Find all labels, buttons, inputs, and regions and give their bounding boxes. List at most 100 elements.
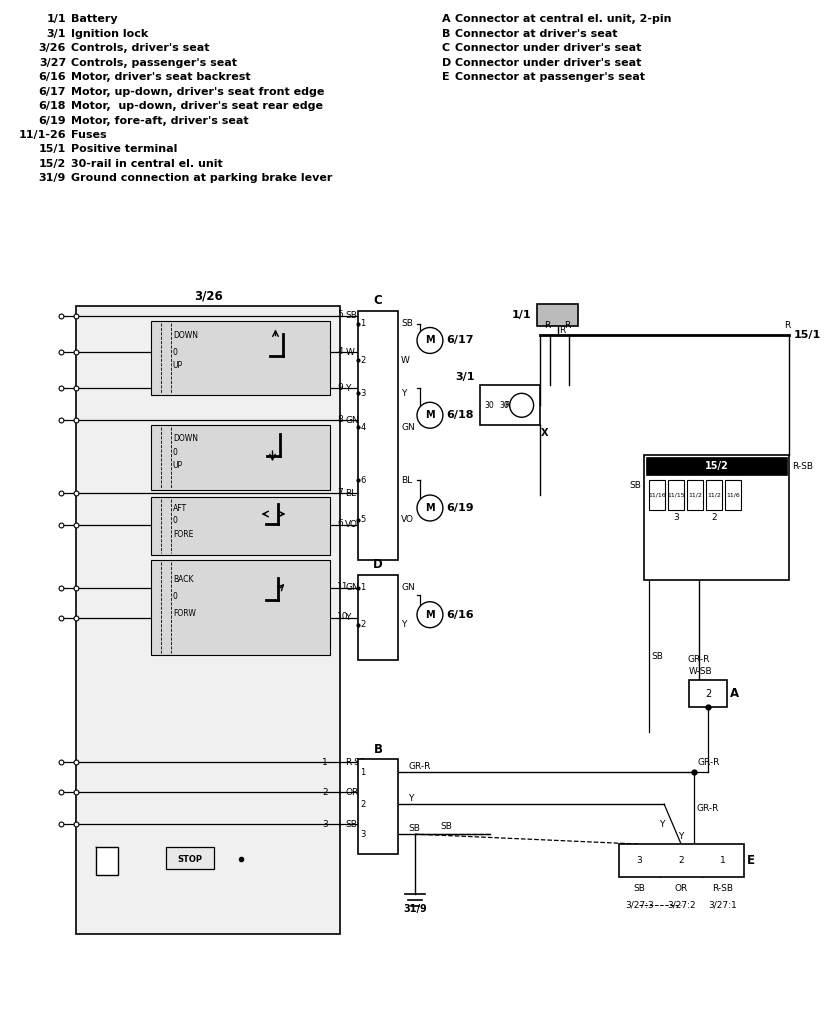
Circle shape [417,495,443,521]
Text: Motor, driver's seat backrest: Motor, driver's seat backrest [71,72,251,82]
Text: Y: Y [408,794,414,803]
Bar [166,847,214,869]
Text: 2: 2 [705,688,711,698]
Text: 1/1: 1/1 [47,14,66,25]
Text: 5: 5 [360,515,365,524]
Text: SB: SB [408,823,420,833]
Bar [76,305,340,934]
Text: 30: 30 [485,400,495,410]
Text: W-SB: W-SB [689,667,713,676]
Circle shape [417,602,443,628]
Text: 3/1: 3/1 [455,373,475,382]
Text: Ignition lock: Ignition lock [71,29,148,39]
Text: 3/27:2: 3/27:2 [667,900,696,909]
Text: Connector under driver's seat: Connector under driver's seat [455,43,641,53]
Text: 6: 6 [360,475,365,484]
Text: 2: 2 [711,513,716,522]
Text: Y: Y [401,621,406,629]
Text: VO: VO [401,515,414,524]
Text: 15/1: 15/1 [794,331,821,341]
Text: GR-R: GR-R [696,804,718,813]
Bar [689,680,727,708]
Text: BL: BL [345,488,356,498]
Text: 6/18: 6/18 [38,101,66,112]
Text: R-SB: R-SB [345,758,366,767]
Text: Y: Y [345,384,350,393]
Text: M: M [425,411,435,420]
Text: Connector at driver's seat: Connector at driver's seat [455,29,617,39]
Text: M: M [425,609,435,620]
Text: R-SB: R-SB [712,885,733,894]
Text: 6/18: 6/18 [446,411,474,420]
Text: SB: SB [401,319,413,328]
Bar [151,497,330,555]
Text: 11/2: 11/2 [688,493,702,498]
Text: Ground connection at parking brake lever: Ground connection at parking brake lever [71,173,333,183]
Text: 11/2: 11/2 [707,493,721,498]
Bar [358,310,398,560]
Text: 3: 3 [360,389,365,397]
Text: 30-rail in central el. unit: 30-rail in central el. unit [71,159,223,169]
Text: AFT: AFT [173,504,187,512]
Text: UP: UP [173,360,183,370]
Text: 6/17: 6/17 [38,87,66,96]
Text: 3/26: 3/26 [193,289,223,302]
Bar [96,847,118,876]
Text: DOWN: DOWN [173,434,198,442]
Text: UP: UP [173,461,183,470]
Bar [358,574,398,659]
Text: 0: 0 [173,516,178,525]
Text: Controls, passenger's seat: Controls, passenger's seat [71,57,237,68]
Text: 1: 1 [360,319,365,328]
Text: 11: 11 [337,583,349,591]
Text: E: E [747,854,755,867]
Text: D: D [442,57,451,68]
Text: 6: 6 [337,519,343,528]
Text: A: A [442,14,450,25]
Text: Motor, fore-aft, driver's seat: Motor, fore-aft, driver's seat [71,116,249,126]
Text: 3: 3 [673,513,679,522]
Text: 7: 7 [337,487,343,497]
Bar [358,760,398,854]
Text: 2: 2 [360,356,365,365]
Text: M: M [425,503,435,513]
Text: SB: SB [651,651,663,660]
Text: Y: Y [345,613,350,623]
Text: SB: SB [630,480,641,489]
Text: Fuses: Fuses [71,130,107,140]
Text: 0: 0 [173,592,178,601]
Text: GN: GN [401,423,414,432]
Text: 3/27:3: 3/27:3 [625,900,654,909]
Text: R: R [505,400,510,410]
Text: 1/1: 1/1 [512,309,531,319]
Text: Connector at central el. unit, 2-pin: Connector at central el. unit, 2-pin [455,14,671,25]
Text: C: C [374,294,383,307]
Text: 4: 4 [337,347,343,356]
Text: R-SB: R-SB [791,462,813,471]
Text: 10: 10 [337,612,349,622]
Text: 15/2: 15/2 [39,159,66,169]
Text: 5: 5 [337,310,343,319]
Text: BACK: BACK [173,575,193,585]
Text: 3: 3 [636,856,642,865]
Text: 31/9: 31/9 [39,173,66,183]
Text: 2: 2 [678,856,684,865]
Text: 6/19: 6/19 [38,116,66,126]
Text: Connector under driver's seat: Connector under driver's seat [455,57,641,68]
Bar [725,480,741,510]
Text: VO: VO [345,520,359,529]
Text: M: M [425,336,435,345]
Text: R: R [545,321,550,330]
Text: BL: BL [401,475,412,484]
Text: 1: 1 [360,768,365,777]
Text: 3/27:1: 3/27:1 [709,900,737,909]
Text: GR-R: GR-R [408,762,430,771]
Text: 1: 1 [720,856,726,865]
Text: 3: 3 [360,829,365,839]
Circle shape [417,328,443,353]
Text: C: C [442,43,450,53]
Text: GN: GN [345,416,359,425]
Text: 6/16: 6/16 [446,609,474,620]
Text: 2: 2 [322,787,328,797]
Bar [151,425,330,490]
